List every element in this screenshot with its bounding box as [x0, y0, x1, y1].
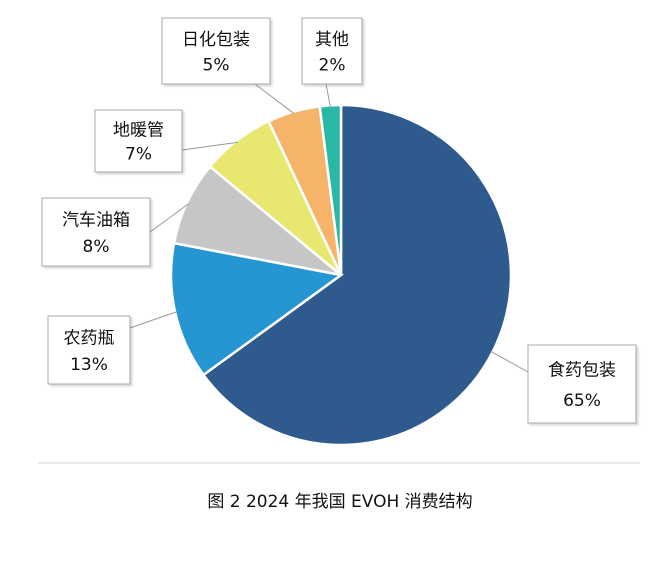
category-label: 地暖管 [113, 120, 164, 140]
label-box [527, 344, 637, 424]
value-label: 2% [319, 56, 346, 76]
leader-line [129, 311, 178, 329]
label-box [41, 197, 151, 267]
value-label: 5% [203, 56, 230, 76]
label-box [94, 109, 183, 173]
leader-line [254, 83, 295, 115]
leader-line [181, 141, 239, 151]
leader-line [490, 350, 529, 373]
value-label: 65% [563, 391, 601, 411]
value-label: 7% [125, 145, 152, 165]
value-label: 8% [83, 237, 110, 257]
label-box [47, 315, 131, 385]
value-label: 13% [70, 355, 108, 375]
category-label: 其他 [315, 30, 349, 50]
label-box [161, 17, 271, 85]
leader-line [325, 83, 331, 108]
chart-title: 图 2 2024 年我国 EVOH 消费结构 [207, 492, 472, 512]
category-label: 日化包装 [182, 30, 250, 50]
leader-line [149, 203, 190, 233]
category-label: 农药瓶 [64, 328, 115, 348]
category-label: 食药包装 [548, 361, 616, 381]
label-box [301, 17, 363, 85]
category-label: 汽车油箱 [62, 210, 130, 230]
